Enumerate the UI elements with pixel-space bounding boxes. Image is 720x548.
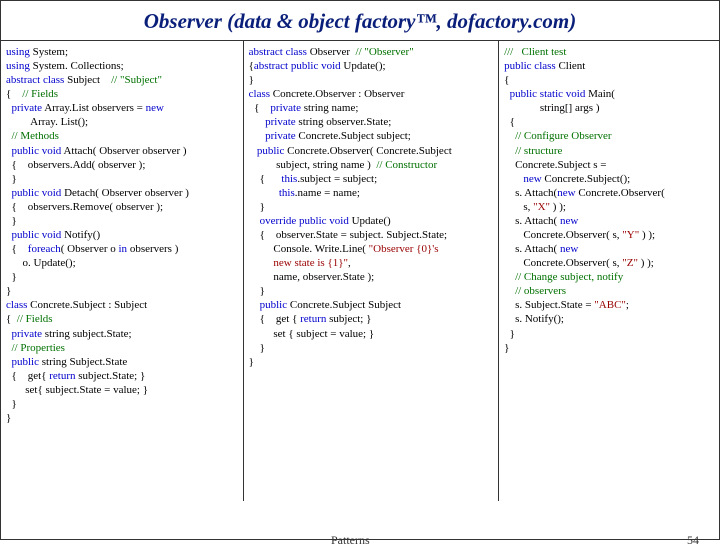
slide-title: Observer (data & object factory™, dofact…	[1, 1, 719, 40]
code-column-1: using System; using System. Collections;…	[1, 41, 244, 501]
footer-label: Patterns	[331, 533, 370, 548]
page-number: 54	[687, 533, 699, 548]
slide: Observer (data & object factory™, dofact…	[0, 0, 720, 540]
content-area: using System; using System. Collections;…	[1, 40, 719, 501]
code-column-3: /// Client test public class Client { pu…	[499, 41, 719, 501]
code-column-2: abstract class Observer // "Observer" {a…	[244, 41, 499, 501]
